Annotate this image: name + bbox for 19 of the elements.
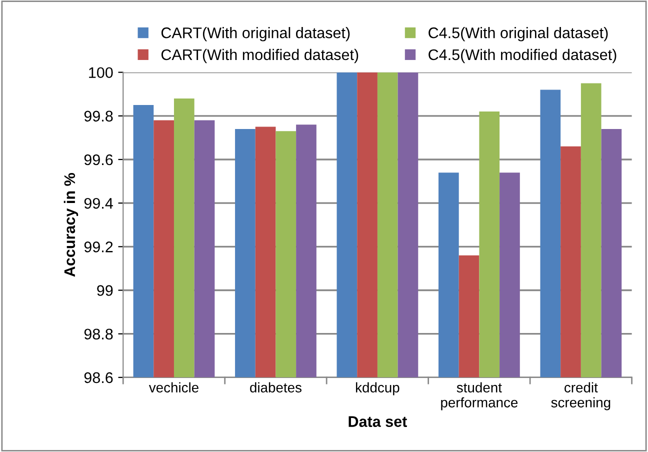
legend-label: CART(With original dataset) xyxy=(161,27,350,42)
y-tick-label: 98.6 xyxy=(84,372,113,384)
legend-label: C4.5(With original dataset) xyxy=(428,27,608,42)
x-axis-title: Data set xyxy=(348,416,407,427)
y-tick-label: 99.6 xyxy=(84,154,113,166)
x-tick-label: diabetes xyxy=(250,382,302,392)
y-axis-title: Accuracy in % xyxy=(64,173,78,277)
y-tick-label: 99.2 xyxy=(84,242,113,252)
y-tick-label: 100 xyxy=(89,67,113,78)
legend-label: CART(With modified dataset) xyxy=(161,48,358,64)
x-tick-label: kddcup xyxy=(356,382,400,396)
x-tick-label: credit screening xyxy=(551,382,610,410)
y-tick-label: 99.4 xyxy=(84,198,113,209)
x-tick-label: student performance xyxy=(441,382,518,410)
y-tick-label: 99.8 xyxy=(84,110,113,122)
y-tick-label: 99 xyxy=(97,285,113,296)
legend-label: C4.5(With modified dataset) xyxy=(428,48,616,64)
x-tick-label: vechicle xyxy=(148,382,198,392)
y-tick-label: 98.8 xyxy=(84,328,113,340)
